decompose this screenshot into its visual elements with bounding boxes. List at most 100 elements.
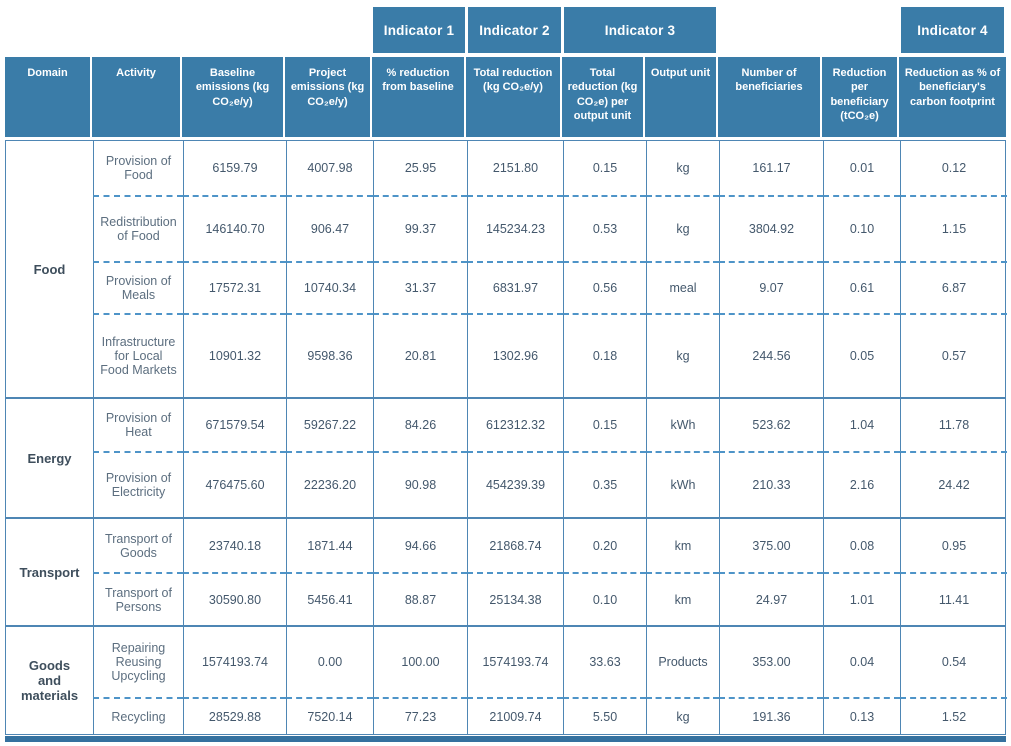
value-cell: 1302.96 xyxy=(467,313,563,397)
value-cell: 2151.80 xyxy=(467,141,563,195)
value-cell: 1.01 xyxy=(823,572,900,625)
value-cell: 523.62 xyxy=(719,399,823,451)
value-cell: 28529.88 xyxy=(183,697,286,734)
value-cell: 0.61 xyxy=(823,261,900,313)
value-cell: 145234.23 xyxy=(467,195,563,261)
value-cell: 906.47 xyxy=(286,195,373,261)
domain-group-energy: Energy Provision of Heat 671579.54 59267… xyxy=(5,398,1007,518)
indicator-band: Indicator 1 Indicator 2 Indicator 3 Indi… xyxy=(5,7,1006,53)
domain-group-food: Food Provision of Food 6159.79 4007.98 2… xyxy=(5,140,1007,398)
column-header-output-unit: Output unit xyxy=(645,57,718,137)
value-cell: 10740.34 xyxy=(286,261,373,313)
value-cell: 0.20 xyxy=(563,519,646,572)
column-header-beneficiaries: Number of beneficiaries xyxy=(718,57,822,137)
value-cell: 671579.54 xyxy=(183,399,286,451)
value-cell: 0.54 xyxy=(900,627,1007,697)
value-cell: 11.78 xyxy=(900,399,1007,451)
value-cell: 5456.41 xyxy=(286,572,373,625)
value-cell: 1.15 xyxy=(900,195,1007,261)
activity-cell: Infrastructure for Local Food Markets xyxy=(93,313,183,397)
value-cell: 4007.98 xyxy=(286,141,373,195)
activity-cell: Repairing Reusing Upcycling xyxy=(93,627,183,697)
value-cell: 191.36 xyxy=(719,697,823,734)
domain-group-transport: Transport Transport of Goods 23740.18 18… xyxy=(5,518,1007,626)
value-cell: 24.42 xyxy=(900,451,1007,517)
value-cell: 0.95 xyxy=(900,519,1007,572)
value-cell: 30590.80 xyxy=(183,572,286,625)
column-header-reduction-pct-footprint: Reduction as % of beneficiary's carbon f… xyxy=(899,57,1006,137)
value-cell: 476475.60 xyxy=(183,451,286,517)
value-cell: 9598.36 xyxy=(286,313,373,397)
value-cell: 612312.32 xyxy=(467,399,563,451)
value-cell: 0.12 xyxy=(900,141,1007,195)
indicator-1-header: Indicator 1 xyxy=(373,7,465,53)
column-header-domain: Domain xyxy=(5,57,92,137)
value-cell: 353.00 xyxy=(719,627,823,697)
value-cell: 0.35 xyxy=(563,451,646,517)
activity-cell: Transport of Goods xyxy=(93,519,183,572)
value-cell: kg xyxy=(646,141,719,195)
value-cell: 31.37 xyxy=(373,261,467,313)
value-cell: 94.66 xyxy=(373,519,467,572)
value-cell: Products xyxy=(646,627,719,697)
activity-cell: Recycling xyxy=(93,697,183,734)
value-cell: 25134.38 xyxy=(467,572,563,625)
value-cell: kWh xyxy=(646,451,719,517)
value-cell: 84.26 xyxy=(373,399,467,451)
value-cell: km xyxy=(646,572,719,625)
column-header-pct-reduction: % reduction from baseline xyxy=(372,57,466,137)
table-bottom-border xyxy=(5,736,1006,742)
indicator-2-header: Indicator 2 xyxy=(468,7,561,53)
value-cell: 6159.79 xyxy=(183,141,286,195)
value-cell: 0.10 xyxy=(823,195,900,261)
value-cell: 0.08 xyxy=(823,519,900,572)
column-header-total-reduction: Total reduction (kg CO₂e/y) xyxy=(466,57,562,137)
domain-cell: Energy xyxy=(27,450,72,466)
value-cell: 1.04 xyxy=(823,399,900,451)
value-cell: 1574193.74 xyxy=(183,627,286,697)
value-cell: 0.57 xyxy=(900,313,1007,397)
value-cell: 210.33 xyxy=(719,451,823,517)
domain-cell: Food xyxy=(33,261,66,277)
value-cell: 99.37 xyxy=(373,195,467,261)
value-cell: meal xyxy=(646,261,719,313)
value-cell: 88.87 xyxy=(373,572,467,625)
value-cell: kg xyxy=(646,195,719,261)
value-cell: 0.05 xyxy=(823,313,900,397)
value-cell: 11.41 xyxy=(900,572,1007,625)
column-header-reduction-per-output: Total reduction (kg CO₂e) per output uni… xyxy=(562,57,645,137)
activity-cell: Transport of Persons xyxy=(93,572,183,625)
activity-cell: Redistribution of Food xyxy=(93,195,183,261)
value-cell: 21868.74 xyxy=(467,519,563,572)
value-cell: 454239.39 xyxy=(467,451,563,517)
value-cell: 0.15 xyxy=(563,399,646,451)
value-cell: 0.15 xyxy=(563,141,646,195)
value-cell: 25.95 xyxy=(373,141,467,195)
value-cell: 244.56 xyxy=(719,313,823,397)
value-cell: 7520.14 xyxy=(286,697,373,734)
activity-cell: Provision of Meals xyxy=(93,261,183,313)
value-cell: 59267.22 xyxy=(286,399,373,451)
column-header-project-emissions: Project emissions (kg CO₂e/y) xyxy=(285,57,372,137)
domain-cell: Transport xyxy=(19,564,80,580)
value-cell: 375.00 xyxy=(719,519,823,572)
value-cell: 20.81 xyxy=(373,313,467,397)
column-header-activity: Activity xyxy=(92,57,182,137)
value-cell: 23740.18 xyxy=(183,519,286,572)
value-cell: 0.13 xyxy=(823,697,900,734)
value-cell: 5.50 xyxy=(563,697,646,734)
value-cell: 1574193.74 xyxy=(467,627,563,697)
column-header-reduction-per-beneficiary: Reduction per beneficiary (tCO₂e) xyxy=(822,57,899,137)
value-cell: 0.53 xyxy=(563,195,646,261)
activity-cell: Provision of Heat xyxy=(93,399,183,451)
value-cell: 100.00 xyxy=(373,627,467,697)
domain-cell: Goods and materials xyxy=(20,658,79,703)
value-cell: 1.52 xyxy=(900,697,1007,734)
value-cell: 0.18 xyxy=(563,313,646,397)
value-cell: 17572.31 xyxy=(183,261,286,313)
domain-group-goods-and-materials: Goods and materials Repairing Reusing Up… xyxy=(5,626,1007,735)
value-cell: 146140.70 xyxy=(183,195,286,261)
column-header-row: Domain Activity Baseline emissions (kg C… xyxy=(5,57,1006,137)
value-cell: 90.98 xyxy=(373,451,467,517)
